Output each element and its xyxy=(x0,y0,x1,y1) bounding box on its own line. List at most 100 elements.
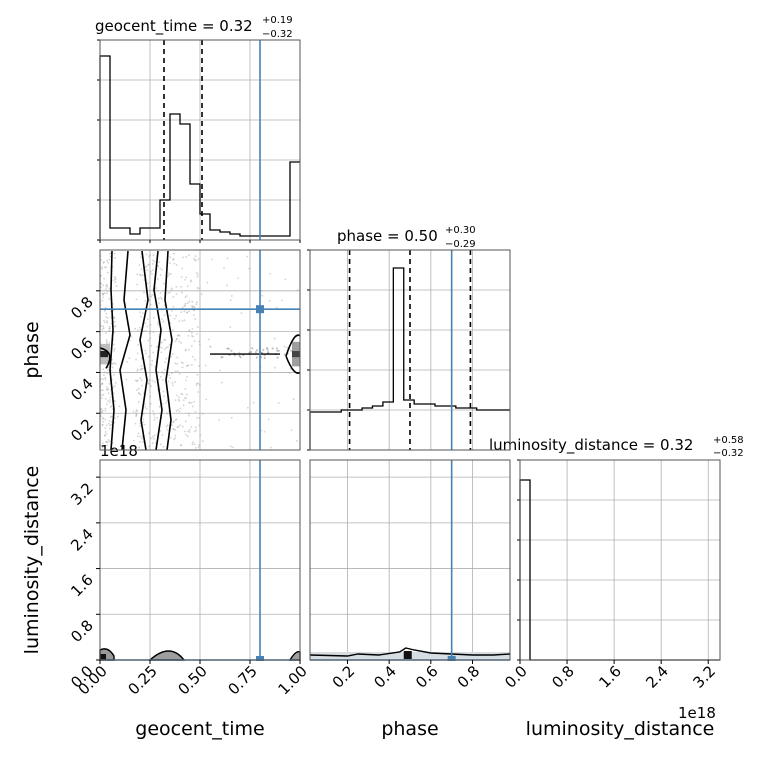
scatter-point xyxy=(102,319,105,322)
scatter-phase-geo-points xyxy=(99,252,299,449)
scatter-point xyxy=(107,441,109,444)
scatter-point xyxy=(197,326,199,328)
scatter-point xyxy=(102,261,105,263)
scatter-point xyxy=(100,411,103,414)
xtick-label-ld-2: 1.6 xyxy=(595,662,625,692)
title-phase-sup: +0.30 xyxy=(445,225,476,236)
scatter-point xyxy=(136,283,139,286)
scatter-point xyxy=(190,279,193,282)
scatter-point xyxy=(114,381,117,384)
scatter-point xyxy=(186,302,189,304)
scatter-point xyxy=(232,446,234,449)
scatter-point xyxy=(113,276,116,278)
scatter-point xyxy=(114,417,116,420)
scatter-point xyxy=(184,430,186,433)
scatter-point xyxy=(107,261,109,264)
scatter-point xyxy=(136,352,139,355)
scatter-point xyxy=(170,289,173,291)
scatter-point xyxy=(178,410,181,413)
scatter-point xyxy=(179,407,182,410)
scatter-point xyxy=(185,397,187,400)
scatter-point xyxy=(169,322,172,325)
scatter-point xyxy=(166,424,169,427)
scatter-point xyxy=(145,253,148,256)
scatter-point xyxy=(174,380,176,383)
scatter-point xyxy=(102,261,105,264)
offset-x-luminosity-distance: 1e18 xyxy=(678,704,716,722)
scatter-point xyxy=(206,281,209,284)
scatter-point xyxy=(136,273,139,276)
scatter-point xyxy=(143,423,146,426)
scatter-point xyxy=(170,355,172,358)
scatter-phase-geo-frame xyxy=(99,249,301,451)
scatter-point xyxy=(284,278,287,281)
scatter-point xyxy=(140,365,143,367)
scatter-point xyxy=(109,396,112,399)
scatter-point xyxy=(139,435,142,438)
scatter-point xyxy=(193,400,196,403)
scatter-point xyxy=(141,421,144,424)
scatter-point xyxy=(196,373,199,376)
scatter-point xyxy=(251,347,254,350)
scatter-point xyxy=(140,357,143,359)
scatter-point xyxy=(188,329,191,332)
scatter-point xyxy=(116,415,119,418)
scatter-point xyxy=(114,325,117,327)
scatter-point xyxy=(187,430,190,432)
scatter-point xyxy=(184,396,186,399)
xlabel-phase: phase xyxy=(381,718,438,740)
scatter-point xyxy=(176,338,178,341)
scatter-point xyxy=(174,434,177,437)
scatter-point xyxy=(147,355,150,358)
scatter-point xyxy=(230,416,233,419)
scatter-point xyxy=(111,363,114,365)
scatter-point xyxy=(138,446,141,449)
scatter-point xyxy=(140,437,143,440)
density-peak-right xyxy=(292,351,300,358)
scatter-point xyxy=(179,424,182,427)
scatter-point xyxy=(283,345,286,348)
scatter-point xyxy=(145,265,148,268)
scatter-point xyxy=(185,295,188,297)
scatter-point xyxy=(109,327,112,330)
scatter-point xyxy=(148,299,151,302)
scatter-point xyxy=(167,346,169,348)
scatter-point xyxy=(172,258,175,260)
scatter-point xyxy=(196,275,199,278)
scatter-point xyxy=(159,292,162,294)
scatter-point xyxy=(100,286,102,289)
scatter-point xyxy=(105,266,107,269)
scatter-point xyxy=(280,299,283,302)
scatter-point xyxy=(104,397,107,400)
scatter-point xyxy=(104,435,106,438)
xtick-label-ld-3: 2.4 xyxy=(642,662,672,692)
scatter-point xyxy=(148,255,150,258)
scatter-point xyxy=(102,378,104,380)
scatter-point xyxy=(139,315,142,318)
scatter-point xyxy=(138,326,141,329)
scatter-point xyxy=(137,432,140,435)
scatter-point xyxy=(158,297,160,300)
scatter-point xyxy=(193,314,195,317)
scatter-point xyxy=(159,443,162,446)
scatter-point xyxy=(107,400,110,403)
scatter-point xyxy=(111,358,114,361)
scatter-point xyxy=(238,351,241,354)
contour-line-0 xyxy=(109,250,115,451)
scatter-point xyxy=(229,299,232,302)
scatter-point xyxy=(139,393,142,396)
title-geocent-time-sup: +0.19 xyxy=(262,15,293,26)
scatter-point xyxy=(290,429,293,432)
scatter-point xyxy=(226,284,228,287)
scatter-point xyxy=(184,349,187,352)
scatter-point xyxy=(187,412,190,415)
scatter-point xyxy=(173,317,176,320)
ytick-label-phase-2: 0.6 xyxy=(67,334,97,364)
scatter-point xyxy=(229,326,232,329)
scatter-point xyxy=(161,403,164,405)
scatter-point xyxy=(254,351,257,354)
scatter-point xyxy=(104,306,107,309)
scatter-point xyxy=(146,325,149,328)
scatter-point xyxy=(250,351,253,354)
